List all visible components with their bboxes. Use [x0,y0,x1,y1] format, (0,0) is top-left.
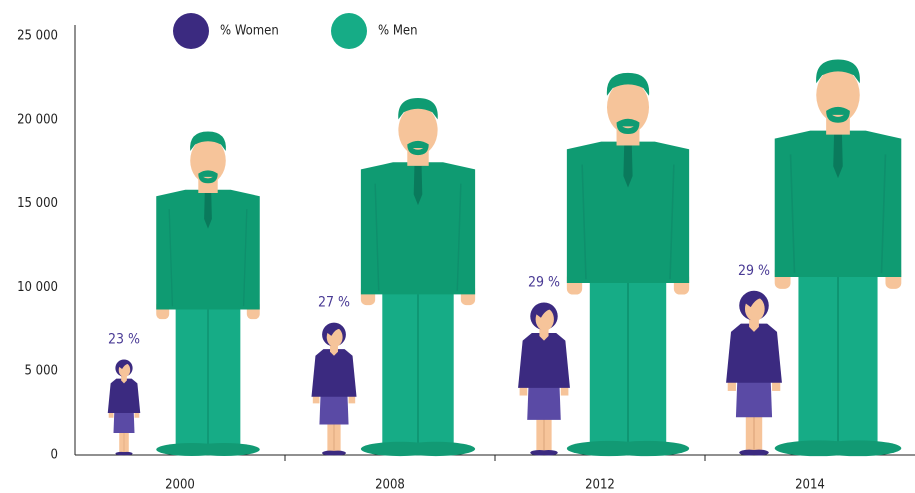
legend-label: % Men [378,24,418,39]
woman-figure [311,323,356,456]
annotation: 29 % [738,263,770,279]
x-tick-label: 2012 [585,478,615,493]
man-figure [775,59,902,456]
x-tick-label: 2000 [165,478,195,493]
blouse [108,379,140,413]
shoe [605,441,689,456]
shoe [814,440,901,456]
woman-figure [518,302,570,455]
annotation: 23 % [108,331,140,347]
y-tick-label: 0 [51,448,58,463]
blouse [518,333,570,388]
annotation: 29 % [528,274,560,290]
annotation: 27 % [318,295,350,311]
y-tick-label: 15 000 [17,196,58,211]
blouse [726,324,782,383]
man-figure [361,98,475,456]
legend-swatch [173,13,209,49]
legend-label: % Women [220,24,279,39]
y-tick-label: 25 000 [17,29,58,44]
blouse [311,349,356,397]
y-tick-label: 10 000 [17,280,58,295]
shoe [539,450,557,455]
man-figure [156,132,260,456]
shoe [330,451,346,456]
shoe [189,443,260,456]
shoe [749,450,769,456]
legend-swatch [331,13,367,49]
x-tick-label: 2014 [795,478,825,493]
woman-figure [726,291,782,456]
y-tick-label: 20 000 [17,112,58,127]
y-tick-label: 5 000 [25,364,58,379]
chart: 0 5 000 10 000 15 000 20 000 25 000 % Women % M… [0,0,915,493]
shoe [397,442,476,456]
man-figure [567,73,689,456]
woman-figure [108,359,140,455]
shoe [121,452,132,455]
x-tick-label: 2008 [375,478,405,493]
